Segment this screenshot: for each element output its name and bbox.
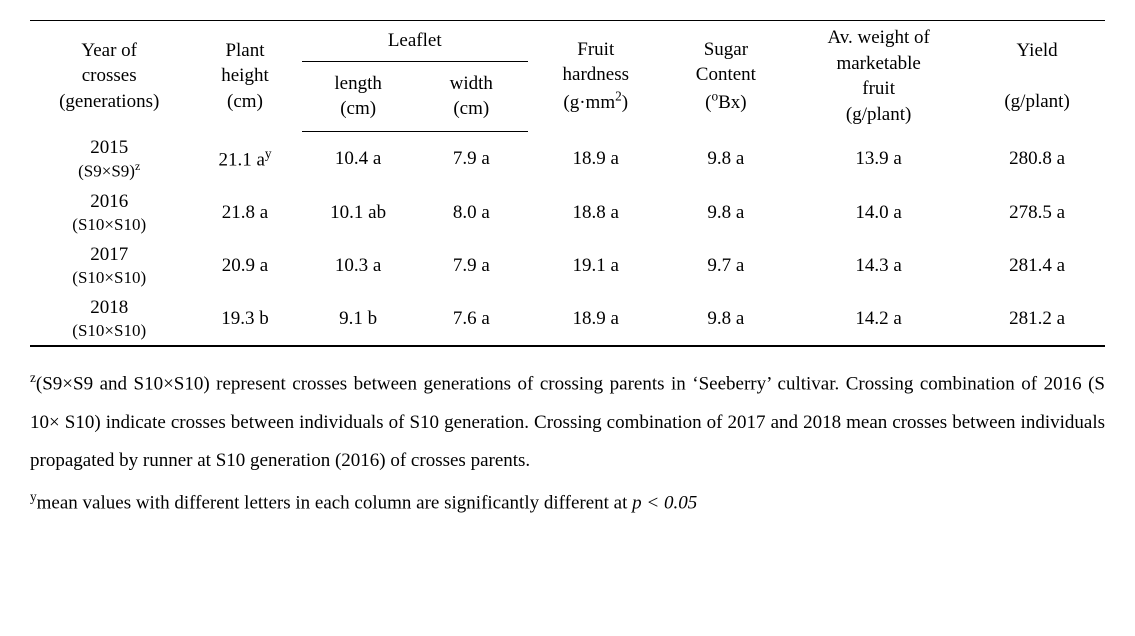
footnote-z: z(S9×S9 and S10×S10) represent crosses b… (30, 365, 1105, 479)
col-ph-l3: (cm) (227, 91, 263, 112)
col-yd-l1: Yield (1017, 40, 1058, 61)
cell-leaflet-width: 8.0 a (415, 186, 528, 239)
cell-sugar: 9.8 a (664, 292, 788, 346)
col-avwt: Av. weight of marketable fruit (g/plant) (788, 21, 969, 132)
col-leaflet-length: length (cm) (302, 61, 415, 132)
col-hardness: Fruit hardness (g·mm2) (528, 21, 664, 132)
col-aw-l4: (g/plant) (846, 104, 911, 125)
cell-leaflet-width: 7.9 a (415, 132, 528, 187)
cell-year: 2015(S9×S9)z (30, 132, 188, 187)
col-aw-l1: Av. weight of (827, 27, 929, 48)
col-year-l3: (generations) (59, 91, 159, 112)
col-plant-height: Plant height (cm) (188, 21, 301, 132)
col-year-l1: Year of (81, 40, 137, 61)
cell-leaflet-width: 7.6 a (415, 292, 528, 346)
cell-sugar: 9.8 a (664, 186, 788, 239)
table-row: 2018(S10×S10)19.3 b9.1 b7.6 a18.9 a9.8 a… (30, 292, 1105, 346)
table-row: 2017(S10×S10)20.9 a10.3 a7.9 a19.1 a9.7 … (30, 239, 1105, 292)
cell-leaflet-length: 10.1 ab (302, 186, 415, 239)
cell-plant-height: 20.9 a (188, 239, 301, 292)
cell-year: 2017(S10×S10) (30, 239, 188, 292)
cell-year: 2018(S10×S10) (30, 292, 188, 346)
col-sg-l2: Content (696, 64, 756, 85)
cell-leaflet-length: 10.3 a (302, 239, 415, 292)
cell-yield: 280.8 a (969, 132, 1105, 187)
col-yd-l3: (g/plant) (1004, 91, 1069, 112)
col-lw-l1: width (450, 73, 493, 94)
col-yield: Yield (g/plant) (969, 21, 1105, 132)
col-leaflet-width: width (cm) (415, 61, 528, 132)
table-row: 2016(S10×S10)21.8 a10.1 ab8.0 a18.8 a9.8… (30, 186, 1105, 239)
col-ll-l2: (cm) (340, 98, 376, 119)
col-lw-l2: (cm) (453, 98, 489, 119)
cell-plant-height: 21.1 ay (188, 132, 301, 187)
col-year: Year of crosses (generations) (30, 21, 188, 132)
cell-yield: 278.5 a (969, 186, 1105, 239)
col-hd-l1: Fruit (577, 39, 614, 60)
cell-avwt: 14.3 a (788, 239, 969, 292)
cell-leaflet-length: 9.1 b (302, 292, 415, 346)
cell-avwt: 14.2 a (788, 292, 969, 346)
cell-hardness: 18.8 a (528, 186, 664, 239)
cell-yield: 281.2 a (969, 292, 1105, 346)
cell-plant-height: 19.3 b (188, 292, 301, 346)
cell-hardness: 18.9 a (528, 292, 664, 346)
col-ph-l1: Plant (225, 40, 264, 61)
col-sg-l3: (oBx) (705, 92, 746, 113)
col-sugar: Sugar Content (oBx) (664, 21, 788, 132)
cell-sugar: 9.8 a (664, 132, 788, 187)
cell-sugar: 9.7 a (664, 239, 788, 292)
col-leaflet-group: Leaflet (302, 21, 528, 62)
footnote-y: ymean values with different letters in e… (30, 484, 1105, 522)
cell-year: 2016(S10×S10) (30, 186, 188, 239)
cell-leaflet-length: 10.4 a (302, 132, 415, 187)
cell-avwt: 13.9 a (788, 132, 969, 187)
cell-avwt: 14.0 a (788, 186, 969, 239)
table-row: 2015(S9×S9)z21.1 ay10.4 a7.9 a18.9 a9.8 … (30, 132, 1105, 187)
footnotes: z(S9×S9 and S10×S10) represent crosses b… (30, 365, 1105, 522)
cell-leaflet-width: 7.9 a (415, 239, 528, 292)
data-table: Year of crosses (generations) Plant heig… (30, 20, 1105, 347)
col-aw-l2: marketable (836, 53, 920, 74)
col-year-l2: crosses (82, 65, 137, 86)
col-ph-l2: height (221, 65, 269, 86)
cell-plant-height: 21.8 a (188, 186, 301, 239)
cell-hardness: 19.1 a (528, 239, 664, 292)
table-body: 2015(S9×S9)z21.1 ay10.4 a7.9 a18.9 a9.8 … (30, 132, 1105, 347)
col-hd-l2: hardness (563, 64, 629, 85)
col-ll-l1: length (334, 73, 382, 94)
col-hd-l3: (g·mm2) (563, 92, 628, 113)
col-aw-l3: fruit (862, 78, 895, 99)
cell-yield: 281.4 a (969, 239, 1105, 292)
col-sg-l1: Sugar (704, 39, 748, 60)
cell-hardness: 18.9 a (528, 132, 664, 187)
